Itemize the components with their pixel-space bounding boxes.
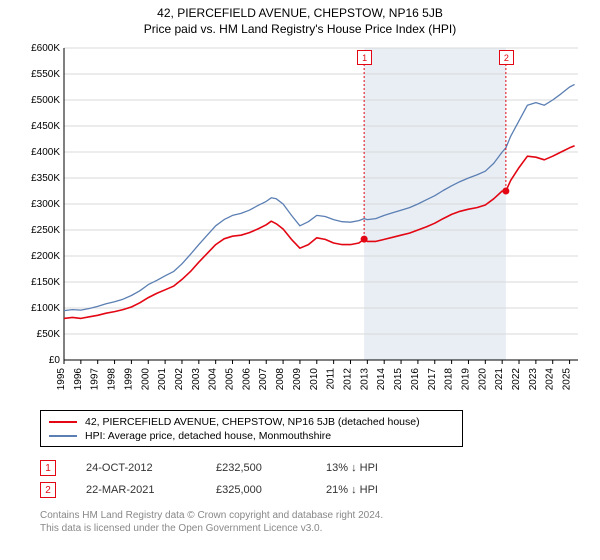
legend: 42, PIERCEFIELD AVENUE, CHEPSTOW, NP16 5… xyxy=(40,410,463,447)
svg-text:2016: 2016 xyxy=(410,368,421,391)
svg-text:2022: 2022 xyxy=(511,368,522,391)
sale-marker-number: 2 xyxy=(40,482,56,498)
chart-sale-marker: 1 xyxy=(357,50,372,65)
svg-text:£450K: £450K xyxy=(31,121,60,132)
svg-text:2019: 2019 xyxy=(460,368,471,391)
sale-row: 2 22-MAR-2021£325,00021% ↓ HPI xyxy=(40,482,560,498)
svg-text:2006: 2006 xyxy=(241,368,252,391)
svg-text:£350K: £350K xyxy=(31,173,60,184)
svg-text:2020: 2020 xyxy=(477,368,488,391)
price-chart: £0 £50K £100K £150K £200K £250K £300K £350K £400… xyxy=(18,42,584,402)
svg-text:2000: 2000 xyxy=(140,368,151,391)
svg-text:£250K: £250K xyxy=(31,225,60,236)
svg-text:2013: 2013 xyxy=(359,368,370,391)
svg-text:£300K: £300K xyxy=(31,199,60,210)
svg-text:1999: 1999 xyxy=(123,368,134,391)
svg-text:2010: 2010 xyxy=(309,368,320,391)
svg-text:2005: 2005 xyxy=(225,368,236,391)
svg-text:2012: 2012 xyxy=(342,368,353,391)
svg-text:1998: 1998 xyxy=(107,368,118,391)
sale-date: 24-OCT-2012 xyxy=(86,462,216,474)
svg-text:2003: 2003 xyxy=(191,368,202,391)
svg-text:£200K: £200K xyxy=(31,251,60,262)
sale-price: £325,000 xyxy=(216,484,326,496)
sale-price: £232,500 xyxy=(216,462,326,474)
legend-swatch xyxy=(49,421,77,423)
sales-markers-table: 1 24-OCT-2012£232,50013% ↓ HPI 2 22-MAR-202… xyxy=(40,454,560,498)
svg-text:1995: 1995 xyxy=(56,368,67,391)
svg-text:2014: 2014 xyxy=(376,368,387,391)
svg-text:£400K: £400K xyxy=(31,147,60,158)
svg-text:2021: 2021 xyxy=(494,368,505,391)
page-title-sub: Price paid vs. HM Land Registry's House … xyxy=(0,22,600,36)
sale-pct-vs-hpi: 21% ↓ HPI xyxy=(326,484,396,496)
svg-text:2001: 2001 xyxy=(157,368,168,391)
chart-sale-marker: 2 xyxy=(499,50,514,65)
sale-row: 1 24-OCT-2012£232,50013% ↓ HPI xyxy=(40,460,560,476)
sale-pct-vs-hpi: 13% ↓ HPI xyxy=(326,462,396,474)
legend-swatch xyxy=(49,435,77,437)
svg-text:2017: 2017 xyxy=(427,368,438,391)
svg-text:2018: 2018 xyxy=(444,368,455,391)
svg-text:2023: 2023 xyxy=(528,368,539,391)
svg-text:1996: 1996 xyxy=(73,368,84,391)
legend-label: HPI: Average price, detached house, Monm… xyxy=(85,429,331,443)
svg-text:2024: 2024 xyxy=(545,368,556,391)
sale-marker-number: 1 xyxy=(40,460,56,476)
svg-text:2007: 2007 xyxy=(258,368,269,391)
footnote-line1: Contains HM Land Registry data © Crown c… xyxy=(40,510,383,523)
svg-text:£500K: £500K xyxy=(31,95,60,106)
svg-text:£550K: £550K xyxy=(31,69,60,80)
sale-date: 22-MAR-2021 xyxy=(86,484,216,496)
svg-text:£600K: £600K xyxy=(31,43,60,54)
svg-text:2002: 2002 xyxy=(174,368,185,391)
svg-text:£50K: £50K xyxy=(37,329,61,340)
svg-text:2011: 2011 xyxy=(326,368,337,390)
legend-label: 42, PIERCEFIELD AVENUE, CHEPSTOW, NP16 5… xyxy=(85,415,420,429)
svg-text:£100K: £100K xyxy=(31,303,60,314)
footnote-line2: This data is licensed under the Open Gov… xyxy=(40,523,383,536)
svg-text:2008: 2008 xyxy=(275,368,286,391)
svg-text:2015: 2015 xyxy=(393,368,404,391)
svg-text:£150K: £150K xyxy=(31,277,60,288)
legend-item: 42, PIERCEFIELD AVENUE, CHEPSTOW, NP16 5… xyxy=(49,415,454,429)
svg-text:1997: 1997 xyxy=(90,368,101,391)
legend-item: HPI: Average price, detached house, Monm… xyxy=(49,429,454,443)
page-title-address: 42, PIERCEFIELD AVENUE, CHEPSTOW, NP16 5… xyxy=(0,6,600,20)
svg-text:2025: 2025 xyxy=(562,368,573,391)
footnote: Contains HM Land Registry data © Crown c… xyxy=(40,510,383,535)
svg-text:£0: £0 xyxy=(49,355,61,366)
svg-text:2009: 2009 xyxy=(292,368,303,391)
svg-text:2004: 2004 xyxy=(208,368,219,391)
